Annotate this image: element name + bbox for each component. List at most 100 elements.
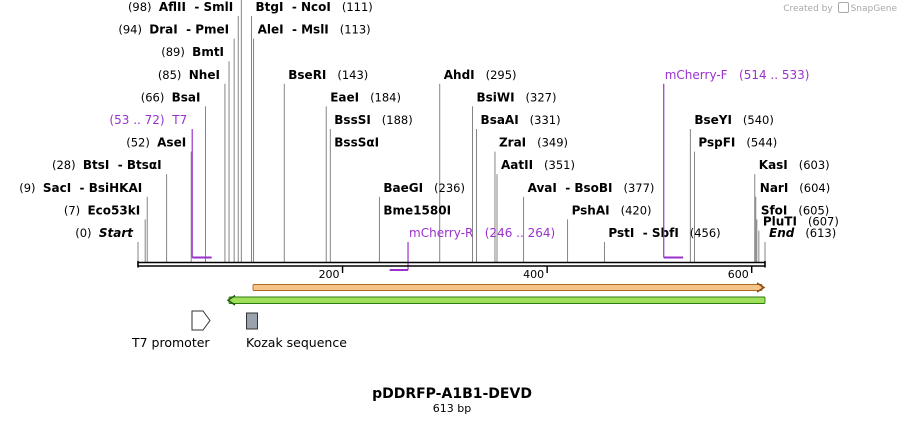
site-label-bsss-i[interactable]: BssSαI	[334, 136, 379, 150]
site-label-avai[interactable]: AvaI - BsoBI (377)	[528, 181, 655, 195]
feature-legend: T7 promoter Kozak sequence	[131, 310, 347, 350]
site-label-nhei[interactable]: (85) NheI	[158, 68, 220, 82]
primer-label: mCherry-F (514 .. 533)	[665, 68, 810, 82]
orange-feature-arrow[interactable]	[252, 282, 766, 293]
site-name: BsoBI	[574, 181, 612, 195]
primer-range: (246 .. 264)	[485, 226, 555, 240]
site-spacer	[142, 23, 149, 37]
site-spacer	[181, 68, 188, 82]
site-label-bmti[interactable]: (89) BmtI	[161, 45, 224, 59]
site-label-bsai[interactable]: (66) BsaI	[141, 90, 201, 104]
primer-name: mCherry-R	[409, 226, 473, 240]
site-spacer	[331, 0, 342, 14]
site-label-btgi[interactable]: BtgI - NcoI (111)	[256, 0, 373, 14]
site-name: Eco53kI	[87, 203, 140, 217]
site-position: (52)	[126, 136, 150, 150]
primer-name: T7	[171, 113, 187, 127]
snapgene-logo-icon	[837, 2, 849, 13]
site-spacer	[794, 226, 805, 240]
site-name: BseYI	[694, 113, 732, 127]
site-spacer	[80, 203, 87, 217]
site-separator: -	[178, 23, 196, 37]
site-name: SmlI	[204, 0, 234, 14]
site-label-pshai[interactable]: PshAI (420)	[572, 203, 652, 217]
site-label-ahdi[interactable]: AhdI (295)	[444, 68, 517, 82]
site-label-psti[interactable]: PstI - SbfI (456)	[608, 226, 720, 240]
bp-ruler: 200 400 600	[319, 266, 753, 281]
site-position: (66)	[141, 90, 165, 104]
site-name: ZraI	[499, 136, 526, 150]
site-label-zrai[interactable]: ZraI (349)	[499, 136, 568, 150]
site-label-end[interactable]: End (613)	[769, 226, 836, 240]
site-spacer	[92, 226, 99, 240]
site-separator: -	[283, 0, 301, 14]
site-leader-lines	[137, 0, 766, 262]
site-position: (111)	[342, 0, 373, 14]
site-spacer	[185, 45, 192, 59]
site-name: BsiWI	[476, 90, 514, 104]
site-label-bseri[interactable]: BseRI (143)	[288, 68, 368, 82]
site-spacer	[76, 158, 83, 172]
site-position: (143)	[337, 68, 368, 82]
site-label-bsaai[interactable]: BsaAI (331)	[481, 113, 561, 127]
site-position: (540)	[743, 113, 774, 127]
site-name: PluTI	[763, 215, 797, 229]
primer-mcherry-f[interactable]: mCherry-F (514 .. 533)	[663, 68, 810, 259]
site-name: MslI	[301, 23, 329, 37]
site-label-alei[interactable]: AleI - MslI (113)	[258, 23, 371, 37]
site-name: BaeGI	[383, 181, 423, 195]
site-spacer	[732, 113, 743, 127]
site-spacer	[475, 68, 486, 82]
site-label-start[interactable]: (0) Start	[75, 226, 134, 240]
site-label-nari[interactable]: NarI (604)	[760, 181, 830, 195]
site-label-bme1580i[interactable]: Bme1580I	[383, 203, 451, 217]
site-spacer	[329, 23, 340, 37]
dna-backbone[interactable]	[137, 261, 766, 268]
site-name: NheI	[189, 68, 220, 82]
site-label-aatii[interactable]: AatII (351)	[501, 158, 575, 172]
site-labels: (0) Start (7) Eco53kI (9) SacI - BsiHKAI (2…	[19, 0, 839, 240]
site-position: (113)	[340, 23, 371, 37]
site-name: KasI	[759, 158, 788, 172]
site-name: PmeI	[195, 23, 229, 37]
primer-spacer	[728, 68, 739, 82]
site-label-saci[interactable]: (9) SacI - BsiHKAI	[19, 181, 142, 195]
site-label-sfoi[interactable]: SfoI (605)	[761, 203, 829, 217]
site-label-asei[interactable]: (52) AseI	[126, 136, 186, 150]
primer-label: (53 .. 72) T7	[109, 113, 187, 127]
ruler-tick-label: 200	[319, 268, 340, 281]
site-label-btsi[interactable]: (28) BtsI - BtsαI	[52, 158, 162, 172]
site-spacer	[326, 68, 337, 82]
site-position: (604)	[799, 181, 830, 195]
site-label-bsiwi[interactable]: BsiWI (327)	[476, 90, 556, 104]
site-label-baegi[interactable]: BaeGI (236)	[383, 181, 465, 195]
site-spacer	[36, 181, 43, 195]
site-position: (613)	[805, 226, 836, 240]
site-label-aflii[interactable]: (98) AflII - SmlI	[128, 0, 233, 14]
site-spacer	[515, 90, 526, 104]
site-position: (420)	[621, 203, 652, 217]
site-position: (85)	[158, 68, 182, 82]
t7-promoter-label: T7 promoter	[131, 335, 210, 350]
site-position: (331)	[530, 113, 561, 127]
credit-prefix: Created by	[783, 4, 833, 14]
primer-t7[interactable]: (53 .. 72) T7	[109, 113, 212, 259]
site-name: BmtI	[192, 45, 224, 59]
site-label-drai[interactable]: (94) DraI - PmeI	[118, 23, 229, 37]
snapgene-credit: Created by SnapGene	[783, 2, 897, 14]
primer-mcherry-r[interactable]: mCherry-R (246 .. 264)	[389, 226, 556, 271]
site-spacer	[519, 113, 530, 127]
site-position: (607)	[808, 215, 839, 229]
site-label-pspfi[interactable]: PspFI (544)	[698, 136, 777, 150]
site-label-bseyi[interactable]: BseYI (540)	[694, 113, 774, 127]
green-feature-arrow[interactable]	[226, 294, 766, 306]
site-label-bsssi[interactable]: BssSI (188)	[334, 113, 412, 127]
site-name: BtgI	[256, 0, 284, 14]
site-position: (9)	[19, 181, 35, 195]
site-label-eco53ki[interactable]: (7) Eco53kI	[64, 203, 140, 217]
site-spacer	[359, 90, 370, 104]
site-label-eaei[interactable]: EaeI (184)	[330, 90, 401, 104]
site-label-pluti[interactable]: PluTI (607)	[763, 215, 839, 229]
site-label-kasi[interactable]: KasI (603)	[759, 158, 830, 172]
